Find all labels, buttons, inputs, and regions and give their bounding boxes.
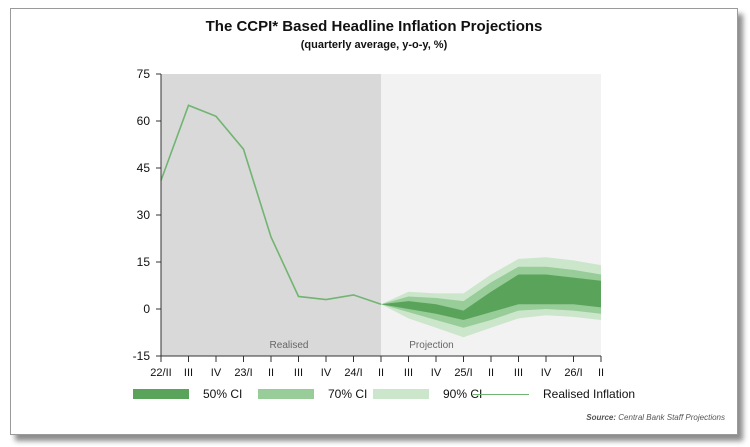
x-tick-label-10: IV bbox=[431, 367, 442, 379]
legend-item-90ci: 90% CI bbox=[373, 387, 482, 401]
band-50ci bbox=[381, 274, 601, 320]
x-tick-label-1: III bbox=[184, 367, 193, 379]
source-note: Source: Central Bank Staff Projections bbox=[586, 413, 725, 422]
source-prefix: Source: bbox=[586, 413, 617, 422]
x-tick-label-15: 26/I bbox=[564, 367, 582, 379]
legend-line-realised bbox=[473, 393, 529, 395]
x-tick-label-13: III bbox=[514, 367, 523, 379]
y-tick-label-60: 60 bbox=[137, 114, 151, 128]
y-tick-label-30: 30 bbox=[137, 208, 151, 222]
legend-label-90ci: 90% CI bbox=[443, 387, 483, 401]
legend-swatch-70ci bbox=[258, 389, 314, 399]
legend-label-realised: Realised Inflation bbox=[543, 387, 636, 401]
x-tick-label-3: 23/I bbox=[234, 367, 252, 379]
legend-item-50ci: 50% CI bbox=[133, 387, 242, 401]
chart-frame: The CCPI* Based Headline Inflation Proje… bbox=[10, 8, 738, 435]
legend-item-70ci: 70% CI bbox=[258, 387, 367, 401]
x-tick-label-7: 24/I bbox=[344, 367, 362, 379]
x-tick-label-11: 25/I bbox=[454, 367, 472, 379]
chart-title: The CCPI* Based Headline Inflation Proje… bbox=[205, 18, 543, 35]
x-tick-label-4: II bbox=[268, 367, 274, 379]
x-tick-label-16: II bbox=[598, 367, 604, 379]
x-tick-label-5: III bbox=[294, 367, 303, 379]
y-tick-label-0: 0 bbox=[143, 302, 150, 316]
legend-swatch-50ci bbox=[133, 389, 189, 399]
x-tick-label-6: IV bbox=[321, 367, 332, 379]
legend-label-50ci: 50% CI bbox=[203, 387, 243, 401]
y-tick-label-45: 45 bbox=[137, 161, 151, 175]
x-tick-label-0: 22/II bbox=[150, 367, 171, 379]
x-tick-label-9: III bbox=[404, 367, 413, 379]
legend-swatch-90ci bbox=[373, 389, 429, 399]
region-realised bbox=[161, 74, 381, 356]
source-text: Central Bank Staff Projections bbox=[618, 413, 725, 422]
series-line-realised-inflation bbox=[160, 104, 382, 306]
y-tick-label--15: -15 bbox=[133, 349, 151, 363]
x-tick-label-8: II bbox=[378, 367, 384, 379]
y-tick-label-15: 15 bbox=[137, 255, 151, 269]
region-label-realised: Realised bbox=[270, 340, 309, 351]
x-tick-label-12: II bbox=[488, 367, 494, 379]
legend-item-realised: Realised Inflation bbox=[473, 387, 635, 401]
chart-subtitle: (quarterly average, y-o-y, %) bbox=[300, 39, 448, 51]
x-tick-label-14: IV bbox=[541, 367, 552, 379]
y-tick-label-75: 75 bbox=[137, 67, 151, 81]
region-label-projection: Projection bbox=[409, 340, 453, 351]
legend-label-70ci: 70% CI bbox=[328, 387, 368, 401]
x-tick-label-2: IV bbox=[211, 367, 222, 379]
